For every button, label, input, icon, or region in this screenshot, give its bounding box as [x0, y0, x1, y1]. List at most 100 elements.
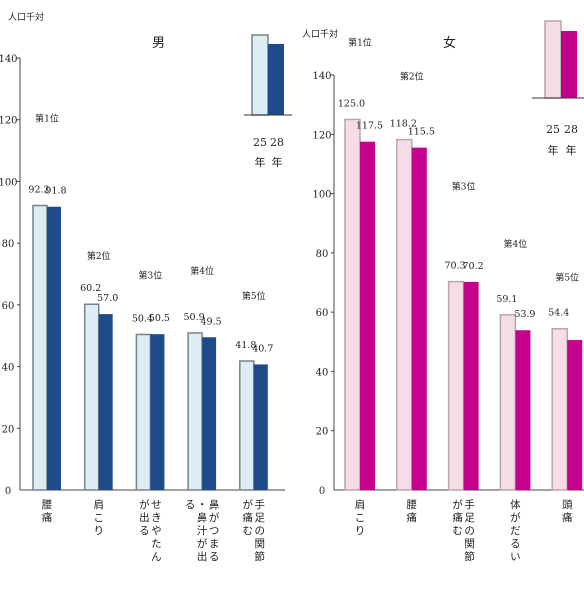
female-bar-2016 — [515, 330, 531, 490]
female-y-tick-label: 0 — [319, 486, 325, 497]
female-y-tick-label: 80 — [316, 249, 329, 260]
female-bar-2013 — [396, 138, 413, 491]
female-legend-swatch-28 — [561, 31, 577, 98]
female-category-char: の — [464, 525, 475, 537]
female-legend-nen-28: 年 — [566, 143, 577, 157]
female-category-char: り — [355, 525, 366, 537]
male-category-char: る — [139, 525, 150, 537]
female-y-tick-label: 100 — [312, 190, 331, 201]
female-legend-swatch-25 — [544, 20, 562, 99]
male-category-char: ま — [209, 538, 220, 550]
female-bar-2016 — [463, 281, 479, 490]
female-y-tick-label: 40 — [316, 367, 329, 378]
female-value-label-2013: 118.2 — [390, 119, 417, 130]
male-chart-title: 男 — [152, 36, 165, 51]
male-rank-label: 第3位 — [139, 269, 163, 281]
male-y-tick-label: 120 — [0, 116, 18, 127]
male-value-label-2016: 57.0 — [97, 293, 118, 304]
male-category-char: 痛 — [243, 511, 254, 524]
male-legend-nen-25: 年 — [255, 155, 266, 169]
female-bar-2016 — [411, 147, 427, 490]
female-category-label: 肩こり — [355, 498, 366, 537]
female-category-char: が — [452, 498, 463, 511]
male-category-char: こ — [93, 512, 104, 524]
male-rank-label: 第4位 — [190, 265, 214, 277]
female-category-char: い — [510, 551, 521, 563]
female-rank-label: 第5位 — [555, 272, 579, 284]
male-y-tick-label: 0 — [5, 486, 11, 497]
female-bar-2013 — [499, 314, 517, 491]
male-value-label-2013: 50.9 — [184, 312, 205, 323]
male-category-char: 痛 — [42, 511, 53, 524]
male-bar-2013 — [32, 204, 48, 491]
female-bar-2013 — [344, 118, 361, 491]
female-y-tick-label: 20 — [316, 427, 329, 438]
female-value-label-2013: 125.0 — [338, 98, 365, 109]
male-legend-nen-28: 年 — [272, 155, 283, 169]
female-category-char: 体 — [510, 499, 521, 511]
male-bar-2016 — [253, 364, 268, 490]
male-category-char: 腰 — [42, 499, 53, 511]
male-category-char: が — [243, 498, 254, 511]
female-category-char: だ — [510, 525, 521, 537]
male-category-char: ・ — [197, 499, 208, 511]
male-value-label-2013: 50.4 — [132, 313, 153, 324]
male-category-label: 肩こり — [93, 498, 104, 537]
female-y-tick-label: 60 — [316, 308, 329, 319]
male-y-tick-label: 40 — [2, 363, 15, 374]
male-y-ticks: 0 20 40 60 80 100 120 140 — [0, 54, 20, 497]
female-rank-label: 第4位 — [504, 238, 528, 250]
male-category-char: き — [151, 512, 162, 524]
male-value-labels: 92.291.8 60.257.0 50.450.5 50.949.5 41.840.7 — [28, 184, 273, 354]
male-value-label-2016: 40.7 — [252, 343, 273, 354]
male-legend-label-25: 25 — [253, 136, 267, 149]
male-category-char: 出 — [139, 511, 150, 524]
female-bars — [344, 118, 583, 491]
female-bar-2013 — [551, 327, 568, 491]
female-category-char: 節 — [464, 550, 475, 563]
male-category-char: 肩 — [93, 498, 104, 511]
male-category-char: 関 — [255, 538, 266, 550]
female-category-char: 痛 — [452, 511, 463, 524]
female-value-label-2013: 59.1 — [496, 294, 517, 305]
male-category-char: 足 — [255, 512, 266, 524]
male-y-unit-label: 人口千対 — [8, 11, 44, 23]
male-category-char: 鼻 — [209, 498, 220, 511]
male-value-label-2016: 50.5 — [149, 313, 170, 324]
male-bar-2016 — [202, 337, 217, 490]
male-panel: 人口千対 男 0 20 40 60 80 100 120 140 92.291.8 60.257… — [0, 11, 292, 563]
female-value-label-2016: 117.5 — [356, 121, 383, 132]
male-value-label-2013: 60.2 — [80, 283, 101, 294]
male-bar-2016 — [98, 314, 113, 490]
male-category-label: 腰痛 — [42, 499, 53, 524]
male-rank-label: 第1位 — [35, 112, 59, 124]
female-category-char: 手 — [464, 498, 475, 511]
female-category-char: こ — [355, 512, 366, 524]
male-y-tick-label: 100 — [0, 177, 18, 188]
female-value-label-2016: 53.9 — [514, 309, 535, 320]
male-category-char: り — [93, 525, 104, 537]
male-category-char: 節 — [255, 550, 266, 563]
male-category-char: 汁 — [197, 524, 208, 537]
female-legend-label-25: 25 — [546, 123, 560, 136]
male-bars — [32, 204, 268, 491]
male-value-label-2016: 91.8 — [45, 186, 66, 197]
female-rank-label: 第2位 — [400, 71, 424, 83]
male-legend-label-28: 28 — [270, 136, 284, 149]
female-panel: 人口千対 女 0 20 40 60 80 100 120 140 125.0 117.5 118.… — [302, 20, 584, 563]
female-y-unit-label: 人口千対 — [302, 28, 338, 40]
female-rank-label: 第1位 — [348, 36, 372, 48]
male-value-label-2013: 41.8 — [235, 340, 256, 351]
male-legend-swatch-25 — [251, 34, 269, 116]
male-category-char: 鼻 — [197, 511, 208, 524]
male-category-char: せ — [151, 499, 162, 511]
male-legend-swatch-28 — [268, 44, 284, 115]
male-y-tick-label: 60 — [2, 301, 15, 312]
male-category-char: が — [209, 511, 220, 524]
